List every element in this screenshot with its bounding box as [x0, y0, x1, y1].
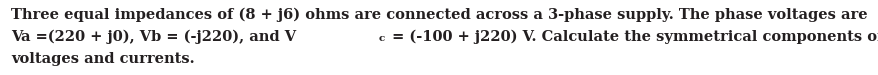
Text: Three equal impedances of (8 + j6) ohms are connected across a 3-phase supply. T: Three equal impedances of (8 + j6) ohms …: [11, 8, 867, 22]
Text: voltages and currents.: voltages and currents.: [11, 52, 194, 66]
Text: = (-100 + j220) V. Calculate the symmetrical components of the: = (-100 + j220) V. Calculate the symmetr…: [386, 30, 878, 44]
Text: c: c: [378, 34, 385, 43]
Text: Va =(220 + j0), Vb = (-j220), and V: Va =(220 + j0), Vb = (-j220), and V: [11, 30, 296, 44]
